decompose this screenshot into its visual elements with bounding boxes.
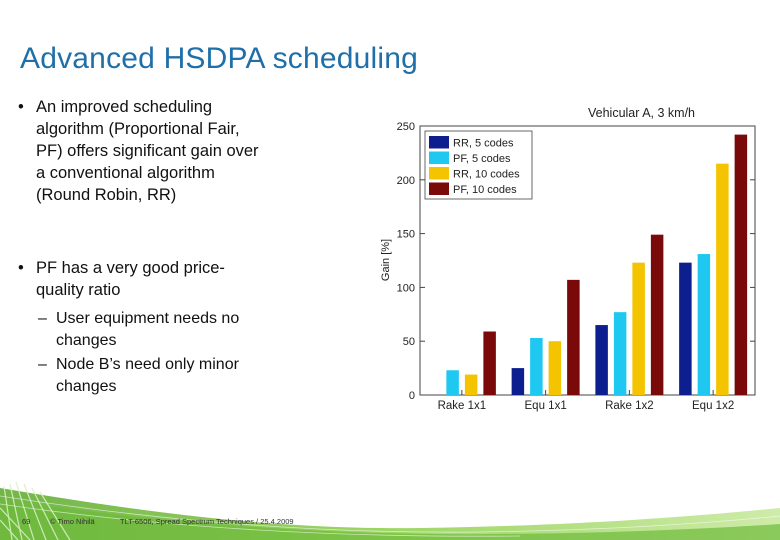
- subbullet-text: User equipment needs no changes: [56, 308, 286, 352]
- subbullet-line: changes: [56, 332, 117, 349]
- slide-title: Advanced HSDPA scheduling: [20, 42, 419, 75]
- y-tick-label: 250: [397, 121, 415, 133]
- bullet-line: An improved scheduling: [36, 98, 213, 116]
- bar: [679, 262, 692, 395]
- footer-course: TLT-6506, Spread Spectrum Techniques / 2…: [120, 517, 294, 526]
- legend-label: PF, 5 codes: [453, 153, 511, 165]
- gain-bar-chart: Vehicular A, 3 km/h Gain [%] 0 50 100 150 20…: [380, 106, 756, 412]
- x-tick-label: Rake 1x2: [605, 400, 654, 412]
- y-tick-label: 150: [397, 229, 415, 241]
- x-tick-label: Equ 1x1: [525, 400, 567, 412]
- legend-label: RR, 10 codes: [453, 169, 520, 181]
- legend-label: RR, 5 codes: [453, 138, 514, 150]
- footer-author: © Timo Nihilä: [50, 517, 95, 526]
- subbullet-line: Node B’s need only minor: [56, 356, 239, 373]
- subbullet-line: changes: [56, 378, 117, 395]
- legend-swatch: [429, 151, 449, 164]
- footer-decoration: [0, 478, 780, 540]
- bullet-line: algorithm (Proportional Fair,: [36, 120, 240, 138]
- y-tick-label: 100: [397, 282, 415, 294]
- x-tick-label: Rake 1x1: [438, 400, 487, 412]
- bar: [595, 325, 608, 395]
- bar: [464, 374, 478, 395]
- bar: [716, 163, 729, 395]
- bullet-line: PF has a very good price-: [36, 259, 225, 277]
- bullet-line: (Round Robin, RR): [36, 186, 177, 204]
- bar: [548, 341, 562, 395]
- y-tick-label: 50: [403, 336, 415, 348]
- subbullet-text: Node B’s need only minor changes: [56, 354, 286, 398]
- bullet-line: PF) offers significant gain over: [36, 142, 259, 160]
- bar: [567, 279, 580, 395]
- legend-swatch: [429, 136, 449, 149]
- bar: [511, 368, 525, 395]
- y-tick-label: 0: [409, 390, 415, 402]
- bullet-marker: •: [18, 259, 24, 277]
- chart-title: Vehicular A, 3 km/h: [588, 106, 695, 120]
- bar: [446, 370, 459, 395]
- legend-swatch: [429, 167, 449, 180]
- page-number: 69: [22, 517, 31, 526]
- legend-swatch: [429, 182, 449, 195]
- bar: [632, 262, 645, 395]
- bar: [613, 312, 627, 395]
- subbullet-marker: –: [38, 356, 47, 373]
- subbullet-line: User equipment needs no: [56, 310, 240, 327]
- bullet-line: a conventional algorithm: [36, 164, 215, 182]
- bar: [483, 331, 496, 395]
- subbullet-marker: –: [38, 310, 47, 327]
- chart-ylabel: Gain [%]: [380, 239, 392, 281]
- bar: [650, 234, 664, 395]
- bullet-marker: •: [18, 98, 24, 116]
- x-tick-label: Equ 1x2: [692, 400, 734, 412]
- bullet-text: PF has a very good price- quality ratio: [36, 257, 336, 301]
- chart-plot-area: 0 50 100 150 200 250 Rake 1x1 Equ 1x1 Rake 1x2 Eq…: [397, 121, 756, 412]
- bullet-text: An improved scheduling algorithm (Propor…: [36, 96, 336, 206]
- legend-label: PF, 10 codes: [453, 184, 517, 196]
- bar: [697, 254, 711, 395]
- bar: [530, 337, 543, 395]
- y-tick-label: 200: [397, 175, 415, 187]
- bar: [734, 134, 748, 395]
- bullet-line: quality ratio: [36, 281, 121, 299]
